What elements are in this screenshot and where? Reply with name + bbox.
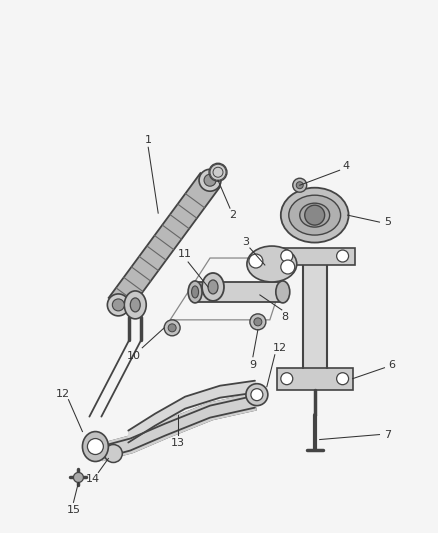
Circle shape	[249, 254, 263, 268]
Circle shape	[74, 472, 83, 482]
Ellipse shape	[300, 203, 330, 227]
Ellipse shape	[82, 432, 108, 462]
Bar	[303, 250, 327, 368]
Circle shape	[112, 299, 124, 311]
Polygon shape	[109, 173, 220, 312]
Text: 12: 12	[273, 343, 287, 353]
Ellipse shape	[202, 273, 224, 301]
Ellipse shape	[208, 280, 218, 294]
Text: 11: 11	[178, 249, 192, 259]
Text: 4: 4	[342, 161, 349, 171]
Polygon shape	[275, 248, 355, 265]
Circle shape	[337, 373, 349, 385]
Circle shape	[254, 318, 262, 326]
Circle shape	[281, 250, 293, 262]
Text: 2: 2	[230, 210, 237, 220]
Text: 7: 7	[384, 430, 391, 440]
Polygon shape	[277, 368, 353, 390]
Circle shape	[88, 439, 103, 455]
Text: 5: 5	[384, 217, 391, 227]
Text: 13: 13	[171, 438, 185, 448]
Text: 3: 3	[242, 237, 249, 247]
Circle shape	[164, 320, 180, 336]
Text: 6: 6	[388, 360, 395, 370]
Ellipse shape	[281, 188, 349, 243]
Bar	[195, 282, 283, 302]
Circle shape	[168, 324, 176, 332]
Ellipse shape	[188, 281, 202, 303]
Ellipse shape	[276, 281, 290, 303]
Ellipse shape	[191, 286, 198, 298]
Circle shape	[305, 205, 325, 225]
Ellipse shape	[124, 291, 146, 319]
Circle shape	[251, 389, 263, 401]
Circle shape	[281, 260, 295, 274]
Ellipse shape	[289, 195, 341, 235]
Text: 9: 9	[249, 360, 257, 370]
Circle shape	[250, 314, 266, 330]
Text: 12: 12	[56, 389, 70, 399]
Text: 10: 10	[127, 351, 141, 361]
Circle shape	[204, 174, 216, 186]
Text: 15: 15	[67, 505, 81, 515]
Ellipse shape	[247, 246, 297, 282]
Circle shape	[107, 294, 129, 316]
Circle shape	[337, 250, 349, 262]
Circle shape	[199, 169, 221, 191]
Circle shape	[296, 182, 303, 189]
Text: 1: 1	[145, 135, 152, 146]
Circle shape	[293, 178, 307, 192]
Text: 8: 8	[281, 312, 288, 322]
Ellipse shape	[130, 298, 140, 312]
Ellipse shape	[104, 445, 122, 463]
Ellipse shape	[246, 384, 268, 406]
Circle shape	[209, 163, 227, 181]
Text: 14: 14	[85, 474, 99, 484]
Circle shape	[281, 373, 293, 385]
